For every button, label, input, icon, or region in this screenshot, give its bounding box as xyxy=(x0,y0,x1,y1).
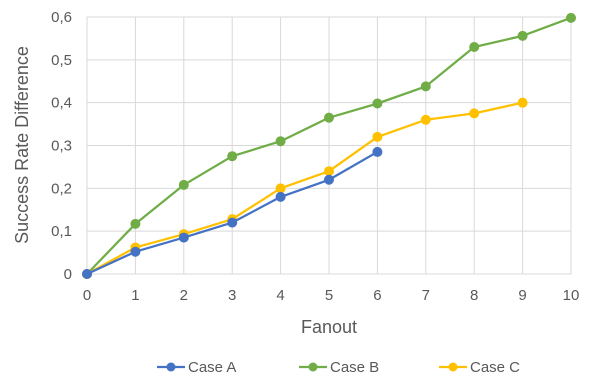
y-tick-label: 0,4 xyxy=(51,95,72,112)
series-line xyxy=(86,101,523,275)
legend-marker xyxy=(308,362,318,372)
series-case-b xyxy=(82,12,576,279)
data-point xyxy=(82,269,92,279)
y-tick-label: 0,6 xyxy=(51,9,72,26)
y-tick-label: 0 xyxy=(64,266,72,283)
x-tick-label: 8 xyxy=(470,287,478,304)
legend-item-case-c: Case C xyxy=(439,359,520,376)
x-tick-label: 6 xyxy=(373,287,381,304)
data-point xyxy=(517,97,528,108)
legend-label: Case C xyxy=(470,359,520,376)
data-point xyxy=(372,131,383,142)
legend-label: Case B xyxy=(330,359,379,376)
x-axis-tick-labels: 0 1 2 3 4 5 6 7 8 9 10 xyxy=(83,287,580,304)
x-tick-label: 10 xyxy=(563,287,580,304)
data-point xyxy=(275,183,286,194)
data-point xyxy=(420,114,431,125)
data-point xyxy=(372,98,383,109)
y-tick-label: 0,3 xyxy=(51,138,72,155)
x-tick-label: 4 xyxy=(276,287,284,304)
x-tick-label: 1 xyxy=(131,287,139,304)
y-axis-tick-labels: 0 0,1 0,2 0,3 0,4 0,5 0,6 xyxy=(51,9,72,283)
data-point xyxy=(178,232,189,243)
series-layer xyxy=(82,12,576,279)
y-axis-title: Success Rate Difference xyxy=(12,46,32,244)
legend-marker xyxy=(448,362,458,372)
grid-lines xyxy=(86,16,572,275)
data-point xyxy=(275,136,286,147)
x-tick-label: 5 xyxy=(325,287,333,304)
x-tick-label: 9 xyxy=(518,287,526,304)
x-tick-label: 0 xyxy=(83,287,91,304)
data-point xyxy=(517,30,528,41)
data-point xyxy=(275,191,286,202)
y-tick-label: 0,5 xyxy=(51,52,72,69)
data-point xyxy=(420,81,431,92)
data-point xyxy=(178,179,189,190)
data-point xyxy=(324,174,334,185)
legend-item-case-b: Case B xyxy=(299,359,379,376)
x-tick-label: 7 xyxy=(422,287,430,304)
legend-marker xyxy=(166,362,176,372)
data-point xyxy=(130,218,141,229)
legend-label: Case A xyxy=(188,359,236,376)
data-point xyxy=(566,12,576,23)
x-axis-title: Fanout xyxy=(301,317,357,337)
data-point xyxy=(227,151,238,162)
legend-item-case-a: Case A xyxy=(157,359,236,376)
series-case-a xyxy=(82,146,383,279)
data-point xyxy=(469,108,480,119)
data-point xyxy=(227,217,238,228)
x-tick-label: 2 xyxy=(180,287,188,304)
data-point xyxy=(372,146,383,157)
data-point xyxy=(324,112,334,123)
data-point xyxy=(469,41,480,52)
y-tick-label: 0,1 xyxy=(51,223,72,240)
legend: Case A Case B Case C xyxy=(157,359,520,376)
y-tick-label: 0,2 xyxy=(51,180,72,197)
data-point xyxy=(324,166,334,177)
x-tick-label: 3 xyxy=(228,287,236,304)
data-point xyxy=(130,246,141,257)
